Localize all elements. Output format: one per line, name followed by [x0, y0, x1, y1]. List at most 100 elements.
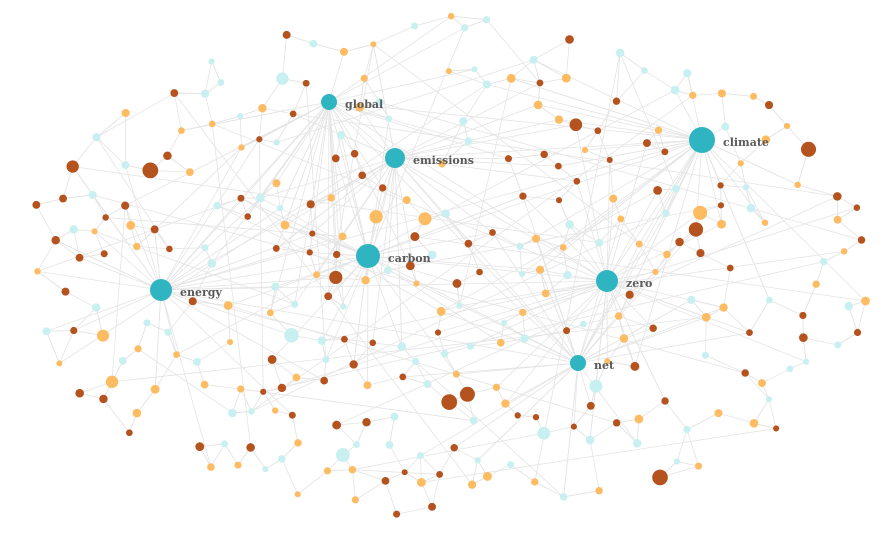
edge: [367, 157, 396, 257]
node: [417, 452, 424, 460]
node: [529, 55, 538, 64]
edge: [577, 241, 680, 364]
edge: [160, 139, 703, 291]
edge: [492, 232, 579, 364]
edge: [522, 195, 608, 282]
node-label: emissions: [413, 154, 474, 167]
edge: [539, 269, 568, 276]
edge: [511, 77, 703, 141]
edge: [72, 166, 162, 291]
node: [413, 280, 420, 287]
edge: [367, 139, 703, 257]
edge: [837, 219, 862, 241]
edge: [471, 460, 479, 485]
edge: [563, 362, 579, 497]
node: [322, 355, 330, 364]
node-label: global: [345, 98, 383, 111]
edge: [416, 283, 579, 364]
edge: [96, 112, 126, 138]
edge: [204, 61, 212, 94]
node: [820, 257, 828, 266]
edge: [327, 469, 353, 472]
node: [294, 491, 301, 498]
node: [280, 220, 290, 230]
edge: [701, 139, 798, 186]
node: [121, 201, 130, 210]
node: [642, 139, 651, 147]
node: [516, 242, 524, 250]
node: [595, 486, 603, 495]
edge: [686, 429, 699, 467]
edge: [37, 271, 66, 292]
edge: [160, 138, 260, 291]
edge: [508, 158, 524, 197]
node: [258, 104, 267, 113]
node: [519, 192, 527, 200]
edge: [276, 59, 534, 143]
edge: [258, 108, 263, 140]
node: [348, 465, 357, 474]
node: [221, 440, 229, 448]
edge: [73, 229, 80, 258]
edge: [538, 104, 703, 141]
edge: [534, 481, 564, 498]
node: [717, 202, 725, 209]
node: [292, 373, 301, 382]
edge: [210, 443, 225, 468]
node: [302, 79, 310, 87]
node: [701, 351, 709, 359]
edge: [94, 231, 105, 254]
edge: [292, 83, 307, 115]
edge: [269, 101, 330, 313]
edge: [367, 255, 541, 271]
edge: [167, 155, 191, 173]
edge: [421, 428, 777, 483]
node: [633, 439, 642, 448]
node: [102, 214, 109, 221]
edge: [160, 280, 608, 291]
edge: [59, 84, 488, 364]
node: [840, 248, 848, 255]
edge: [94, 231, 162, 291]
node: [783, 122, 791, 130]
node: [471, 66, 478, 73]
edge: [35, 204, 57, 241]
node: [69, 225, 78, 234]
edge: [336, 196, 838, 426]
edge: [160, 289, 293, 416]
edge: [373, 43, 640, 245]
edge: [701, 139, 722, 225]
node: [652, 469, 668, 486]
node: [427, 250, 437, 260]
edge: [584, 149, 610, 161]
node: [535, 265, 545, 274]
node: [178, 127, 185, 134]
node: [418, 212, 432, 226]
edge: [309, 252, 317, 275]
edge: [271, 359, 283, 389]
node: [559, 244, 567, 251]
edge: [606, 280, 654, 329]
edge: [160, 233, 313, 291]
edge: [258, 139, 264, 392]
node: [185, 168, 194, 177]
node: [385, 440, 394, 449]
edge: [111, 205, 126, 382]
edge: [420, 455, 422, 483]
node: [410, 232, 420, 242]
edge: [160, 101, 330, 291]
edge: [524, 330, 567, 339]
node: [844, 301, 854, 311]
node: [501, 399, 510, 408]
node: [237, 113, 244, 120]
edge: [211, 61, 222, 83]
node: [554, 162, 562, 170]
node: [262, 466, 269, 473]
node: [857, 236, 866, 244]
edge: [286, 34, 314, 44]
edge: [562, 247, 568, 276]
node: [207, 258, 217, 268]
node: [459, 386, 475, 402]
node: [105, 375, 119, 389]
edge: [415, 361, 564, 498]
